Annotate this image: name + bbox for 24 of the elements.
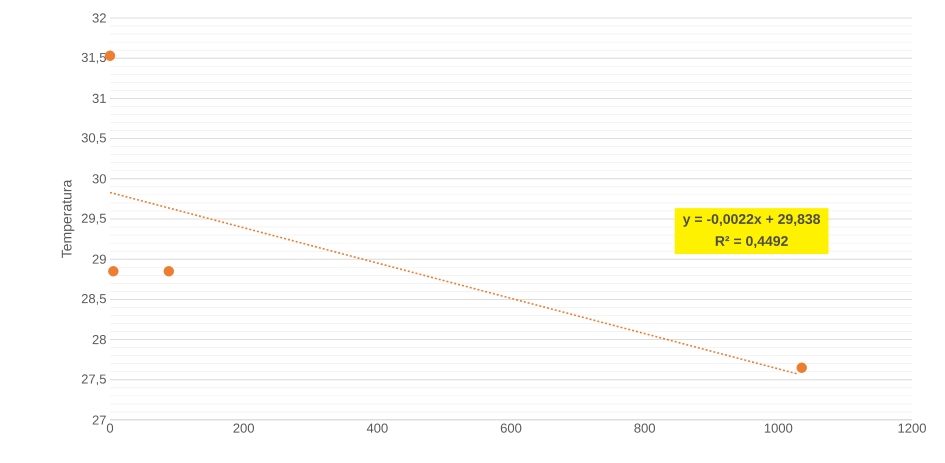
y-tick-label: 29,5 — [82, 214, 106, 224]
y-tick-label: 31,5 — [82, 52, 106, 64]
point — [108, 266, 119, 276]
y-tick-label: 27,5 — [82, 374, 106, 386]
x-tick-label: 200 — [233, 424, 254, 433]
x-tick-label: 800 — [634, 424, 656, 433]
point — [164, 266, 174, 276]
y-axis-title: Temperatura — [62, 180, 74, 258]
point — [796, 362, 807, 373]
y-tick-label: 27 — [92, 415, 106, 425]
y-tick-label: 29 — [92, 254, 106, 264]
x-tick-label: 600 — [500, 424, 522, 433]
x-tick-label: 1000 — [764, 424, 792, 433]
annotation: R² = 0,4492 — [716, 236, 788, 248]
y-tick-label: 30 — [92, 174, 106, 184]
x-tick-label: 400 — [366, 424, 388, 433]
x-tick-label: 1200 — [898, 424, 926, 433]
annotation: y = -0,0022x + 29,838 — [682, 214, 820, 227]
x-tick-label: 0 — [106, 424, 114, 433]
y-tick-label: 28,5 — [82, 294, 106, 305]
y-tick-label: 32 — [92, 13, 106, 23]
y-tick-label: 30,5 — [82, 133, 106, 144]
y-tick-label: 28 — [92, 334, 106, 344]
y-tick-label: 31 — [92, 94, 106, 103]
